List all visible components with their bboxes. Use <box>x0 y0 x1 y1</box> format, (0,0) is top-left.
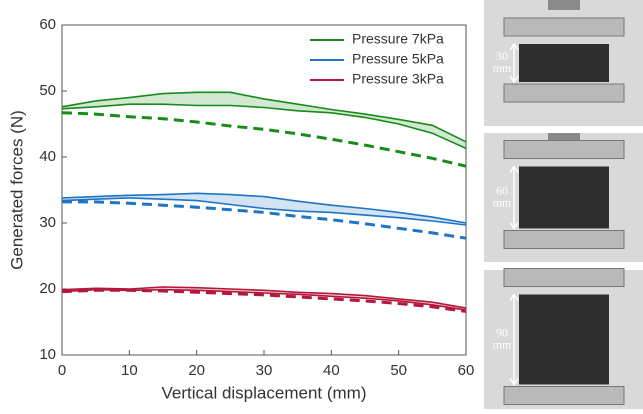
y-tick-label: 20 <box>39 280 56 297</box>
legend-label: Pressure 7kPa <box>352 31 444 47</box>
lower-line <box>61 197 467 226</box>
bottom-plate <box>503 83 625 103</box>
photo-label: 30 <box>496 49 508 63</box>
photo-label: mm <box>493 337 512 351</box>
photo-label: 60 <box>496 183 508 197</box>
actuator <box>519 44 609 82</box>
press-shaft <box>548 133 580 143</box>
y-tick-label: 50 <box>39 82 56 99</box>
x-tick-label: 50 <box>390 362 407 379</box>
arrow-head <box>509 293 519 386</box>
x-tick-label: 40 <box>323 362 340 379</box>
model-line <box>62 200 467 240</box>
top-plate <box>503 268 625 287</box>
arrow-head <box>509 42 519 84</box>
model-line <box>61 288 467 313</box>
top-plate <box>503 17 625 37</box>
bottom-plate <box>503 386 625 405</box>
arrow-head <box>509 165 519 230</box>
photo-label: 90 <box>496 325 508 339</box>
model-line <box>61 111 467 168</box>
photo-label: mm <box>493 61 512 75</box>
legend-label: Pressure 3kPa <box>352 71 444 87</box>
lower-line <box>61 103 467 150</box>
bottom-plate <box>503 230 625 249</box>
upper-line <box>61 91 467 143</box>
y-tick-label: 10 <box>39 346 56 363</box>
actuator <box>519 294 609 385</box>
upper-line <box>61 192 467 224</box>
x-axis-title: Vertical displacement (mm) <box>161 383 366 402</box>
photo-label: mm <box>493 195 512 209</box>
actuator <box>519 166 609 229</box>
top-plate <box>503 140 625 159</box>
x-tick-label: 20 <box>188 362 205 379</box>
x-tick-label: 10 <box>121 362 138 379</box>
x-tick-label: 60 <box>458 362 475 379</box>
x-tick-label: 0 <box>58 362 66 379</box>
y-tick-label: 40 <box>39 148 56 165</box>
y-axis-title: Generated forces (N) <box>7 110 26 270</box>
press-shaft <box>548 0 580 10</box>
x-tick-label: 30 <box>256 362 273 379</box>
y-tick-label: 60 <box>39 16 56 33</box>
legend-label: Pressure 5kPa <box>352 51 444 67</box>
band-fill <box>62 92 466 149</box>
y-tick-label: 30 <box>39 214 56 231</box>
